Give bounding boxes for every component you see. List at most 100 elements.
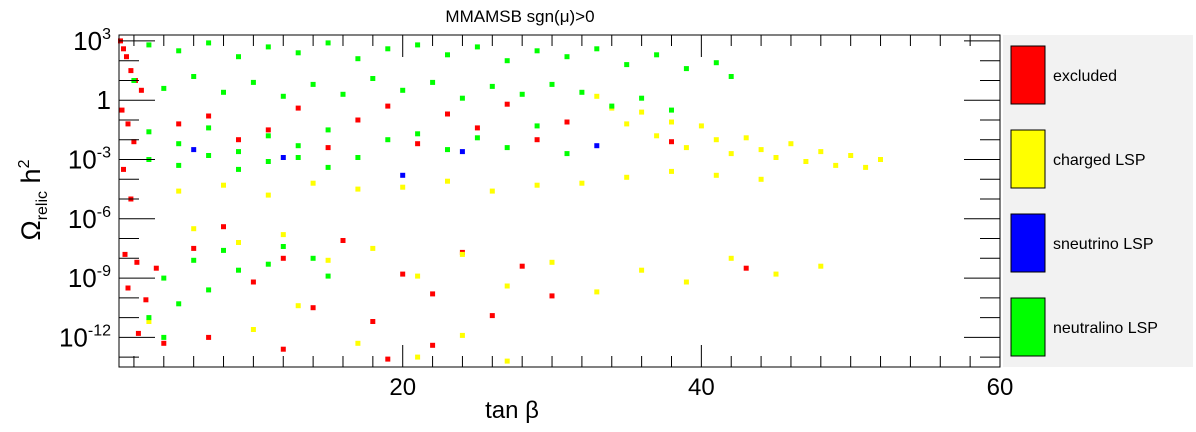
point-charged-LSP-49 bbox=[146, 319, 152, 324]
point-neutralino-LSP-48 bbox=[385, 137, 391, 143]
point-neutralino-LSP-35 bbox=[549, 81, 555, 87]
point-charged-LSP-48 bbox=[818, 263, 824, 269]
point-neutralino-LSP-26 bbox=[280, 93, 286, 99]
point-excluded-9 bbox=[121, 166, 126, 172]
point-charged-LSP-13 bbox=[788, 141, 794, 147]
point-excluded-24 bbox=[385, 103, 391, 109]
point-charged-LSP-32 bbox=[713, 172, 719, 178]
point-sneutrino-LSP-2 bbox=[400, 172, 406, 178]
y-axis-label-rest: h bbox=[16, 168, 46, 191]
point-neutralino-LSP-5 bbox=[295, 50, 301, 56]
point-neutralino-LSP-3 bbox=[236, 54, 241, 60]
y-axis-label-main: Ω bbox=[16, 220, 46, 240]
point-charged-LSP-44 bbox=[639, 267, 645, 273]
x-axis-ticks: 20 40 60 bbox=[133, 35, 1013, 401]
point-charged-LSP-34 bbox=[191, 226, 197, 232]
point-neutralino-LSP-51 bbox=[474, 135, 480, 141]
point-charged-LSP-26 bbox=[445, 178, 450, 184]
point-excluded-29 bbox=[534, 137, 540, 143]
point-neutralino-LSP-70 bbox=[146, 315, 152, 321]
point-charged-LSP-15 bbox=[818, 149, 824, 155]
point-excluded-47 bbox=[430, 342, 436, 348]
point-neutralino-LSP-4 bbox=[265, 44, 271, 50]
point-neutralino-LSP-17 bbox=[654, 52, 660, 58]
point-charged-LSP-9 bbox=[728, 151, 734, 157]
point-excluded-18 bbox=[206, 113, 212, 119]
series-sneutrino-LSP bbox=[191, 143, 600, 178]
point-neutralino-LSP-15 bbox=[594, 46, 600, 52]
x-axis-label: tan β bbox=[485, 397, 539, 424]
legend-swatch-charged-LSP bbox=[1010, 129, 1046, 189]
point-neutralino-LSP-47 bbox=[355, 155, 361, 160]
point-neutralino-LSP-53 bbox=[534, 123, 540, 129]
point-excluded-27 bbox=[474, 125, 480, 131]
point-neutralino-LSP-1 bbox=[176, 48, 182, 54]
y-axis-label-sub: relic bbox=[34, 191, 51, 220]
point-neutralino-LSP-64 bbox=[221, 247, 226, 253]
point-neutralino-LSP-73 bbox=[161, 334, 167, 340]
point-neutralino-LSP-49 bbox=[415, 131, 421, 137]
point-excluded-45 bbox=[280, 346, 286, 352]
point-excluded-3 bbox=[128, 68, 134, 74]
point-neutralino-LSP-63 bbox=[191, 257, 197, 263]
point-neutralino-LSP-12 bbox=[504, 58, 510, 64]
point-neutralino-LSP-22 bbox=[161, 85, 167, 91]
point-charged-LSP-45 bbox=[683, 279, 689, 285]
point-neutralino-LSP-65 bbox=[236, 267, 241, 273]
point-sneutrino-LSP-1 bbox=[280, 155, 286, 160]
point-excluded-38 bbox=[400, 271, 406, 277]
point-charged-LSP-2 bbox=[624, 121, 630, 127]
y-tick-base: 10 bbox=[68, 204, 97, 234]
point-excluded-42 bbox=[519, 263, 525, 269]
point-neutralino-LSP-69 bbox=[325, 273, 331, 279]
point-neutralino-LSP-61 bbox=[325, 164, 331, 170]
point-excluded-22 bbox=[325, 145, 331, 151]
point-neutralino-LSP-72 bbox=[206, 287, 212, 293]
point-neutralino-LSP-50 bbox=[445, 147, 450, 153]
point-charged-LSP-12 bbox=[773, 155, 779, 160]
y-tick-exponent: -6 bbox=[97, 204, 111, 221]
point-charged-LSP-46 bbox=[728, 255, 734, 261]
point-charged-LSP-51 bbox=[355, 340, 361, 346]
point-charged-LSP-52 bbox=[459, 332, 465, 338]
point-charged-LSP-54 bbox=[415, 354, 421, 360]
data-points bbox=[118, 38, 883, 364]
plot-border bbox=[118, 34, 1001, 368]
legend: excluded charged LSP sneutrino LSP neutrali… bbox=[1003, 35, 1193, 367]
point-excluded-7 bbox=[125, 121, 131, 127]
y-tick-exponent: -9 bbox=[97, 263, 111, 280]
point-neutralino-LSP-9 bbox=[415, 42, 421, 48]
point-charged-LSP-42 bbox=[549, 259, 555, 265]
point-neutralino-LSP-25 bbox=[250, 79, 256, 85]
point-charged-LSP-43 bbox=[594, 289, 600, 295]
point-neutralino-LSP-2 bbox=[206, 40, 212, 46]
point-neutralino-LSP-40 bbox=[146, 129, 152, 135]
point-neutralino-LSP-14 bbox=[564, 54, 570, 60]
point-neutralino-LSP-10 bbox=[445, 52, 450, 58]
point-charged-LSP-16 bbox=[833, 162, 839, 168]
point-neutralino-LSP-8 bbox=[385, 46, 391, 52]
y-tick-label: 1 bbox=[97, 85, 111, 115]
point-excluded-32 bbox=[221, 224, 226, 230]
point-neutralino-LSP-54 bbox=[564, 151, 570, 157]
point-charged-LSP-23 bbox=[310, 180, 316, 186]
point-charged-LSP-24 bbox=[355, 186, 361, 192]
point-neutralino-LSP-20 bbox=[728, 74, 734, 79]
legend-label-sneutrino-LSP: sneutrino LSP bbox=[1053, 236, 1154, 253]
point-excluded-14 bbox=[143, 297, 149, 303]
point-excluded-44 bbox=[206, 334, 212, 340]
point-sneutrino-LSP-3 bbox=[459, 149, 465, 155]
point-neutralino-LSP-23 bbox=[191, 74, 197, 79]
chart-title: MMAMSB sgn(μ)>0 bbox=[445, 7, 594, 26]
point-charged-LSP-35 bbox=[236, 240, 241, 245]
point-excluded-34 bbox=[280, 255, 286, 261]
legend-label-excluded: excluded bbox=[1053, 68, 1117, 85]
point-excluded-1 bbox=[121, 46, 126, 52]
point-excluded-17 bbox=[176, 121, 182, 127]
point-charged-LSP-53 bbox=[504, 358, 510, 364]
point-sneutrino-LSP-0 bbox=[191, 147, 197, 153]
point-charged-LSP-50 bbox=[250, 327, 256, 332]
point-charged-LSP-14 bbox=[803, 159, 809, 164]
point-neutralino-LSP-28 bbox=[340, 91, 346, 97]
